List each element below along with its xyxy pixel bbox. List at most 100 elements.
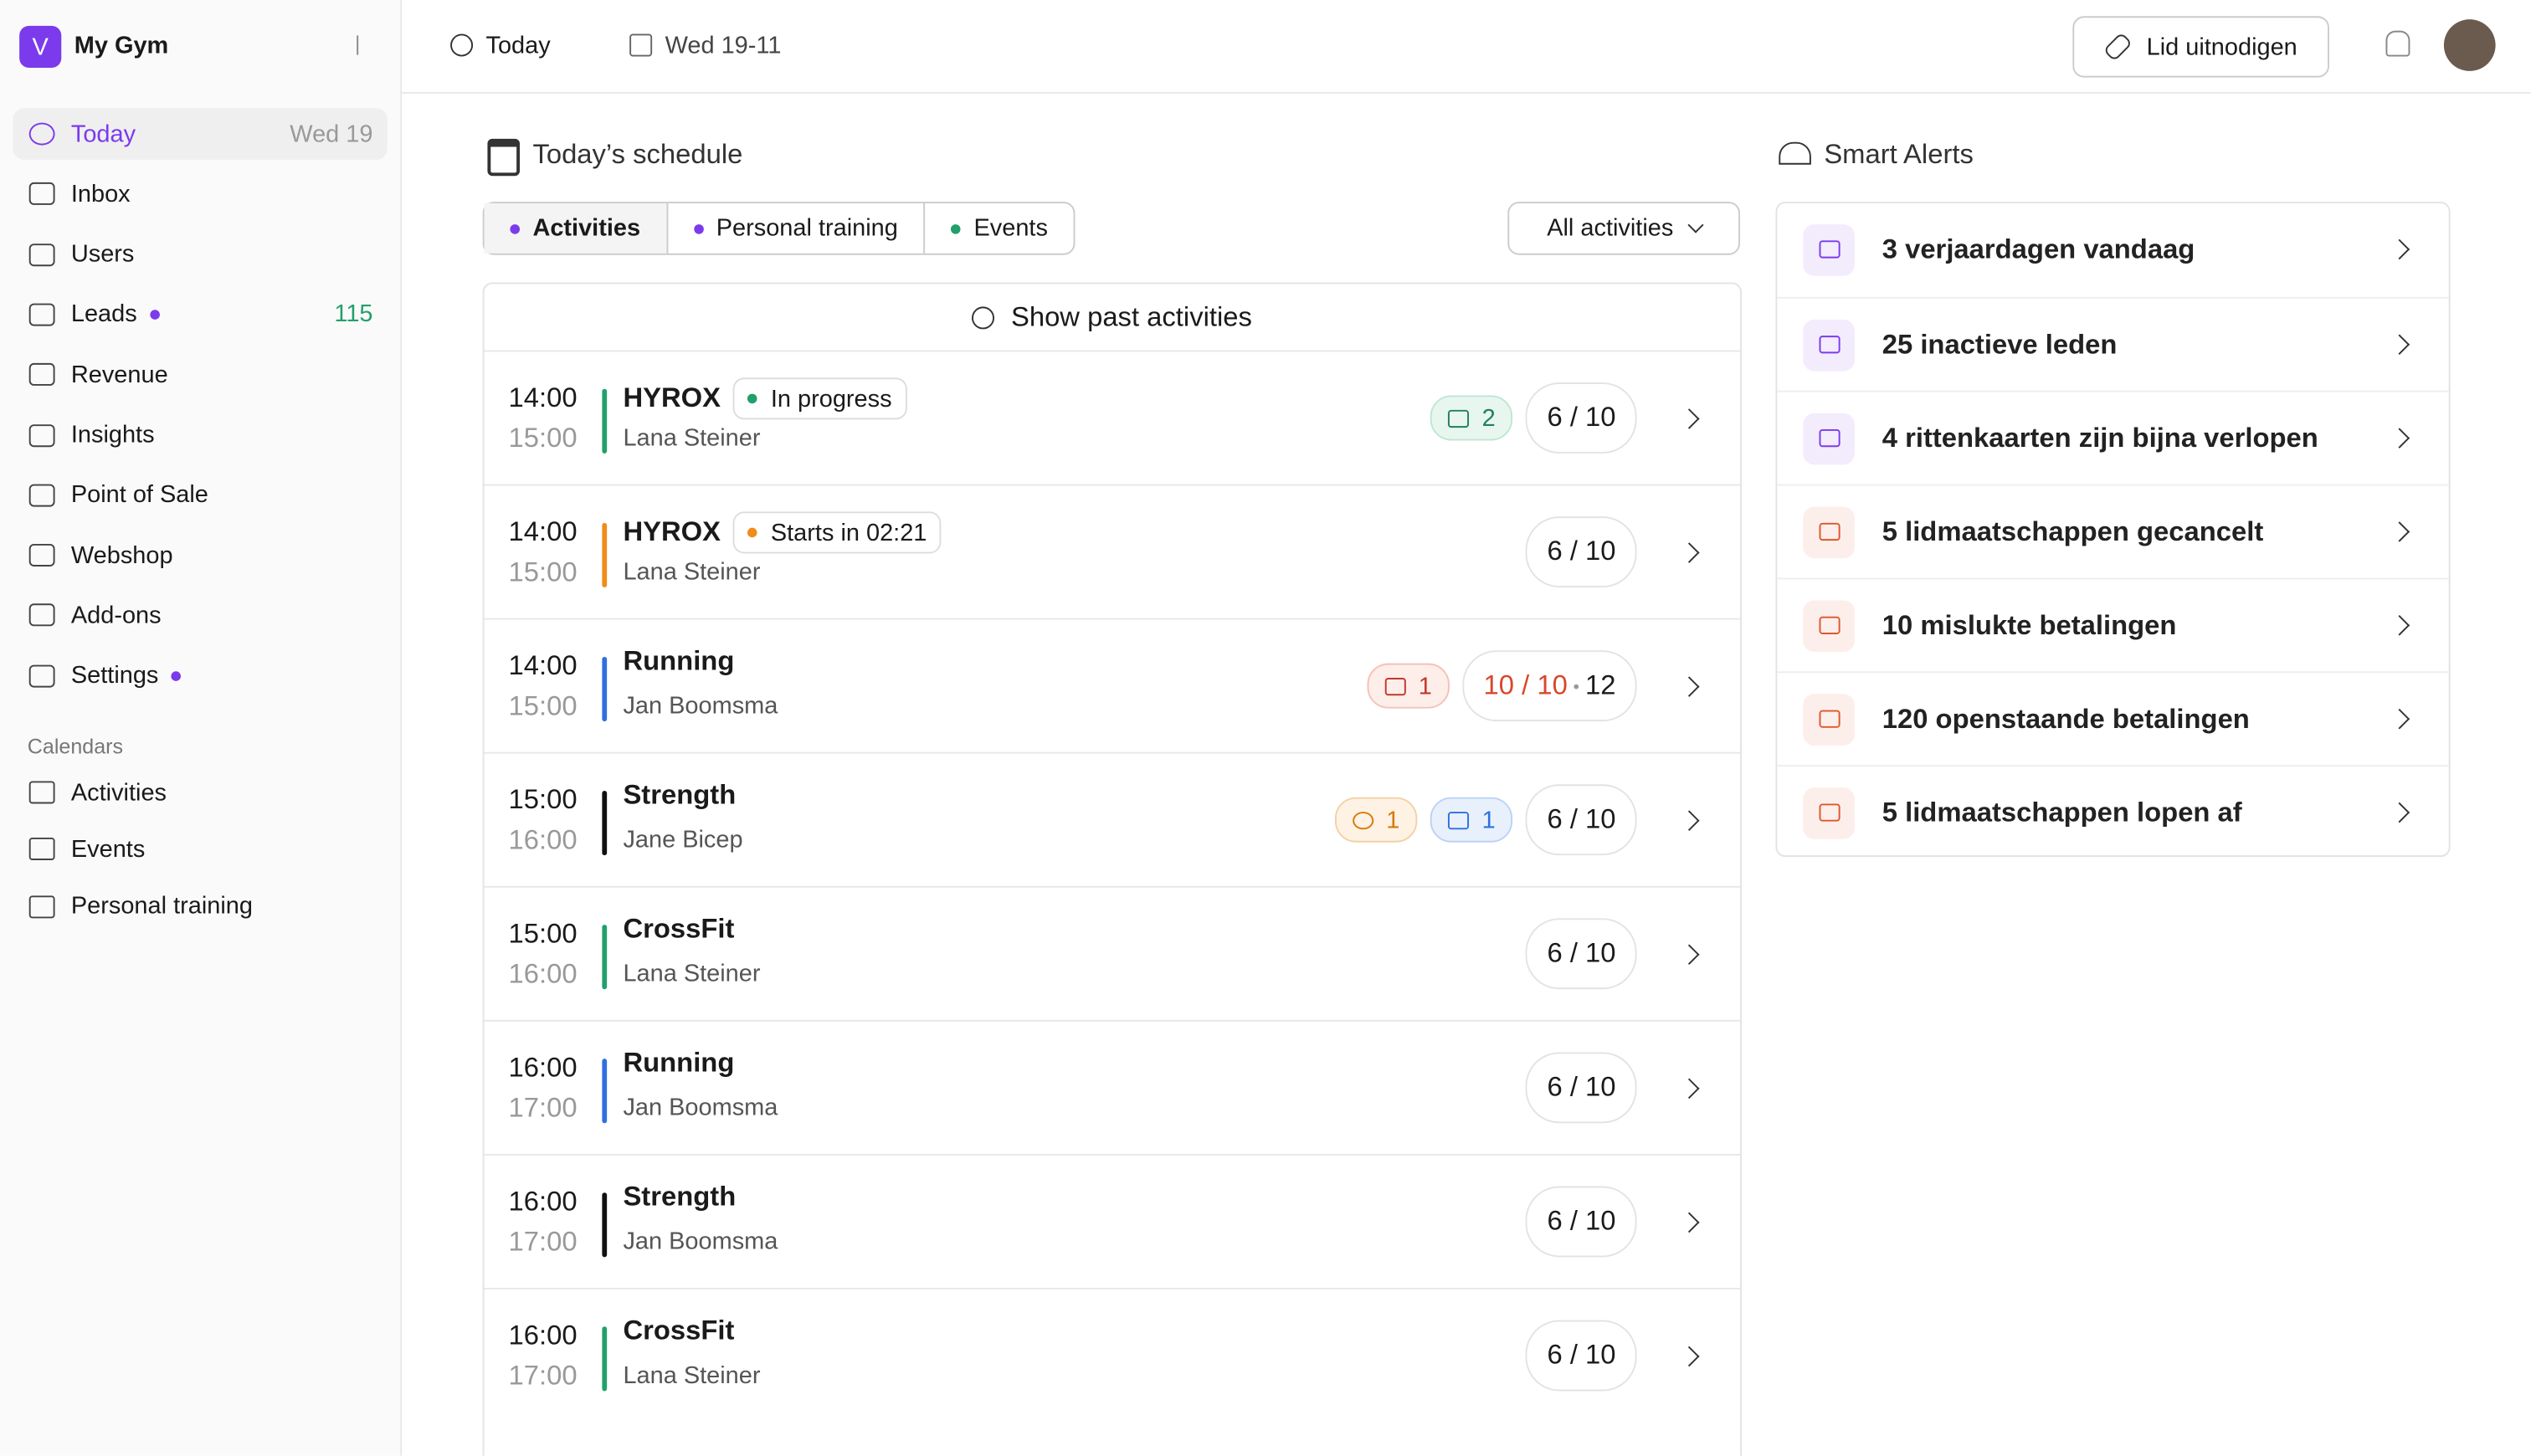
tab-dot — [693, 223, 704, 233]
alert-item[interactable]: 25 inactieve leden — [1777, 296, 2449, 391]
invite-button[interactable]: Lid uitnodigen — [2072, 16, 2329, 78]
tab[interactable]: Activities — [484, 203, 666, 254]
activity-row[interactable]: 16:00 17:00 Strength Jan Boomsma 6 / 10 — [484, 1153, 1741, 1289]
nav-item[interactable]: Insights — [13, 409, 387, 461]
chevron — [2389, 615, 2410, 636]
date-label[interactable]: Wed 19-11 — [665, 32, 782, 60]
collapse-button[interactable] — [357, 35, 377, 55]
badge-count: 1 — [1418, 672, 1432, 700]
schedule-title: Today’s schedule — [532, 138, 743, 170]
notifications[interactable] — [2385, 30, 2410, 57]
chevron[interactable] — [1679, 542, 1700, 563]
chevron[interactable] — [1679, 1212, 1700, 1233]
nav-item[interactable]: Webshop — [13, 530, 387, 582]
name-line: Running — [623, 1048, 734, 1080]
start-time: 16:00 — [508, 1052, 578, 1084]
alert-item[interactable]: 5 lidmaatschappen gecancelt — [1777, 484, 2449, 578]
calendar-item[interactable]: Activities — [13, 766, 387, 818]
nav-item[interactable]: Settings — [13, 650, 387, 702]
chevron[interactable] — [1679, 810, 1700, 831]
color-bar — [602, 1059, 608, 1124]
nav-meta: 115 — [334, 300, 373, 329]
activity-row[interactable]: 14:00 15:00 Running Jan Boomsma 1 10 / 10 12 — [484, 618, 1741, 754]
calendar-label: Activities — [70, 778, 167, 807]
row-right: 6 / 10 — [1526, 1052, 1637, 1124]
nav-icon — [28, 604, 55, 628]
name-line: CrossFit — [623, 914, 734, 946]
activity-name: CrossFit — [623, 1315, 735, 1346]
nav-item[interactable]: Users — [13, 228, 387, 280]
activity-row[interactable]: 15:00 16:00 Strength Jane Bicep 1 1 6 / 10 — [484, 751, 1741, 888]
tab[interactable]: Personal training — [665, 203, 924, 254]
chevron[interactable] — [1679, 408, 1700, 429]
activity-row[interactable]: 16:00 17:00 Running Jan Boomsma 6 / 10 — [484, 1019, 1741, 1156]
status-pill: In progress — [733, 377, 906, 420]
alert-item[interactable]: 10 mislukte betalingen — [1777, 577, 2449, 671]
name-line: Strength — [623, 780, 736, 813]
chevron[interactable] — [1679, 944, 1700, 966]
nav-icon — [28, 243, 55, 266]
tab[interactable]: Events — [923, 203, 1074, 254]
today-label[interactable]: Today — [485, 32, 551, 60]
nav-item[interactable]: Today Wed 19 — [13, 108, 388, 160]
color-bar — [602, 1326, 608, 1392]
badge-icon — [1352, 811, 1373, 829]
calendar-label: Personal training — [70, 892, 253, 920]
nav-item[interactable]: Point of Sale — [13, 469, 387, 521]
sun-icon — [450, 33, 474, 57]
avatar[interactable] — [2443, 19, 2496, 71]
row-right: 2 6 / 10 — [1430, 382, 1637, 454]
nav-label: Today — [70, 120, 136, 148]
nav-icon — [28, 664, 55, 687]
alert-text: 4 rittenkaarten zijn bijna verlopen — [1882, 422, 2318, 453]
calendar-item[interactable]: Personal training — [13, 880, 387, 932]
activity-row[interactable]: 16:00 17:00 CrossFit Lana Steiner 6 / 10 — [484, 1288, 1741, 1423]
calendar-icon — [629, 33, 653, 57]
alert-icon — [1803, 223, 1855, 275]
end-time: 16:00 — [508, 824, 578, 856]
nav-dot — [150, 310, 160, 320]
row-right: 1 10 / 10 12 — [1367, 650, 1637, 722]
start-time: 15:00 — [508, 918, 578, 950]
chevron[interactable] — [1679, 1346, 1700, 1367]
nav-item[interactable]: Leads 115 — [13, 289, 387, 341]
chevron — [2389, 521, 2410, 542]
nav-item[interactable]: Revenue — [13, 349, 387, 401]
trainer: Lana Steiner — [623, 558, 761, 587]
alert-item[interactable]: 120 openstaande betalingen — [1777, 671, 2449, 765]
color-bar — [602, 522, 608, 588]
alert-text: 10 mislukte betalingen — [1882, 609, 2177, 640]
activity-row[interactable]: 15:00 16:00 CrossFit Lana Steiner 6 / 10 — [484, 885, 1741, 1022]
name-line: Running — [623, 645, 734, 678]
end-time: 15:00 — [508, 423, 578, 454]
show-past[interactable]: Show past activities — [485, 284, 1740, 350]
calendar-item[interactable]: Events — [13, 823, 387, 875]
start-time: 14:00 — [508, 650, 578, 681]
alert-glyph — [1818, 616, 1840, 634]
filter-dropdown[interactable]: All activities — [1507, 202, 1741, 255]
status-dot — [747, 393, 758, 404]
brand-name[interactable]: My Gym — [74, 32, 169, 60]
activity-name: Strength — [623, 1181, 737, 1212]
badge: 1 — [1430, 797, 1513, 843]
filter-label: All activities — [1547, 214, 1674, 243]
alert-glyph — [1818, 240, 1840, 259]
alert-item[interactable]: 3 verjaardagen vandaag — [1777, 203, 2448, 295]
nav-item[interactable]: Add-ons — [13, 590, 387, 642]
activity-row[interactable]: 14:00 15:00 HYROX Starts in 02:21 Lana Stein… — [484, 484, 1741, 620]
nav-item[interactable]: Inbox — [13, 168, 387, 220]
activity-row[interactable]: 14:00 15:00 HYROX In progress Lana Steiner 2 6… — [484, 350, 1741, 486]
alerts-icon — [1779, 141, 1811, 165]
chevron[interactable] — [1679, 676, 1700, 697]
capacity-value: 6 / 10 — [1547, 402, 1616, 433]
activity-name: Running — [623, 645, 735, 677]
activity-name: Running — [623, 1047, 735, 1079]
capacity-value: 6 / 10 — [1547, 1071, 1616, 1103]
chevron — [2389, 708, 2410, 730]
name-line: Strength — [623, 1182, 736, 1214]
alert-item[interactable]: 4 rittenkaarten zijn bijna verlopen — [1777, 390, 2449, 484]
start-time: 14:00 — [508, 382, 578, 413]
alert-item[interactable]: 5 lidmaatschappen lopen af — [1777, 765, 2449, 859]
chevron[interactable] — [1679, 1078, 1700, 1100]
color-bar — [602, 791, 608, 856]
